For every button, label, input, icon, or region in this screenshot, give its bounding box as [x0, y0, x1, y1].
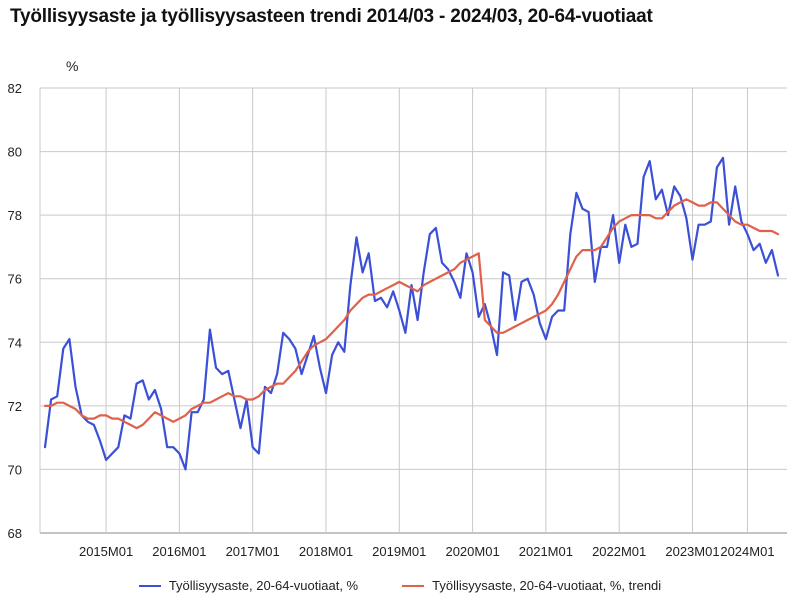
- y-tick-label-74: 74: [8, 335, 22, 350]
- y-tick-label-70: 70: [8, 462, 22, 477]
- y-tick-label-78: 78: [8, 208, 22, 223]
- y-tick-label-82: 82: [8, 81, 22, 96]
- legend-label-employment-rate: Työllisyysaste, 20-64-vuotiaat, %: [168, 578, 359, 593]
- legend-swatch-red: [402, 584, 425, 587]
- legend-item-employment-rate: Työllisyysaste, 20-64-vuotiaat, %: [138, 578, 359, 593]
- y-tick-labels: 68 70 72 74 76 78 80 82: [8, 81, 22, 541]
- x-tick-label-2017M01: 2017M01: [226, 544, 280, 559]
- y-tick-label-68: 68: [8, 526, 22, 541]
- legend-label-employment-trend: Työllisyysaste, 20-64-vuotiaat, %, trend…: [432, 578, 662, 593]
- y-tick-label-72: 72: [8, 399, 22, 414]
- y-axis-unit-label: %: [66, 58, 79, 74]
- horizontal-gridlines: [40, 87, 787, 534]
- y-tick-label-76: 76: [8, 272, 22, 287]
- vertical-gridlines: [39, 88, 748, 533]
- x-tick-label-2019M01: 2019M01: [372, 544, 426, 559]
- chart-title: Työllisyysaste ja työllisyysasteen trend…: [10, 6, 653, 27]
- x-tick-label-2023M01: 2023M01: [665, 544, 719, 559]
- x-tick-label-2022M01: 2022M01: [592, 544, 646, 559]
- series-lines: [43, 156, 780, 471]
- legend: Työllisyysaste, 20-64-vuotiaat, % Työlli…: [0, 578, 800, 593]
- y-tick-label-80: 80: [8, 145, 22, 160]
- x-tick-label-2016M01: 2016M01: [152, 544, 206, 559]
- x-tick-label-2020M01: 2020M01: [445, 544, 499, 559]
- series-line-employment-rate: [43, 156, 780, 471]
- legend-item-employment-trend: Työllisyysaste, 20-64-vuotiaat, %, trend…: [402, 578, 661, 593]
- x-tick-label-2024M01: 2024M01: [720, 544, 774, 559]
- x-tick-label-2018M01: 2018M01: [299, 544, 353, 559]
- series-line-employment-trend: [43, 198, 780, 430]
- x-tick-label-2015M01: 2015M01: [79, 544, 133, 559]
- legend-swatch-blue: [138, 584, 161, 587]
- x-tick-labels: 2015M01 2016M01 2017M01 2018M01 2019M01 2020M…: [79, 544, 775, 559]
- x-tick-label-2021M01: 2021M01: [519, 544, 573, 559]
